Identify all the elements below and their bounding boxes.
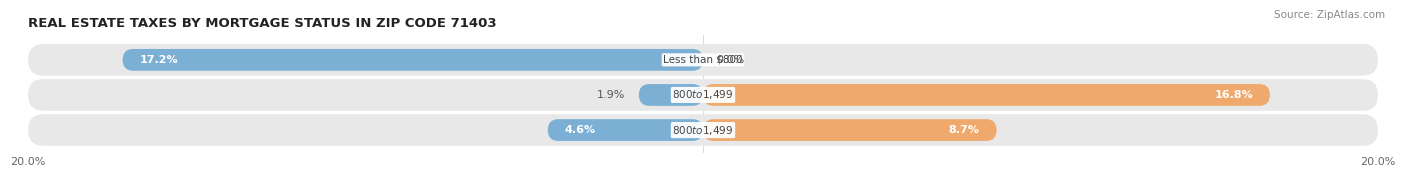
FancyBboxPatch shape [28,114,1378,146]
Text: Source: ZipAtlas.com: Source: ZipAtlas.com [1274,10,1385,20]
FancyBboxPatch shape [28,44,1378,76]
FancyBboxPatch shape [548,119,703,141]
Text: Less than $800: Less than $800 [664,55,742,65]
Text: $800 to $1,499: $800 to $1,499 [672,88,734,102]
Text: 0.0%: 0.0% [717,55,745,65]
FancyBboxPatch shape [28,79,1378,111]
Text: 17.2%: 17.2% [139,55,179,65]
FancyBboxPatch shape [703,84,1270,106]
Text: 8.7%: 8.7% [949,125,980,135]
FancyBboxPatch shape [703,119,997,141]
Text: 16.8%: 16.8% [1215,90,1253,100]
FancyBboxPatch shape [638,84,703,106]
Text: $800 to $1,499: $800 to $1,499 [672,123,734,137]
Text: REAL ESTATE TAXES BY MORTGAGE STATUS IN ZIP CODE 71403: REAL ESTATE TAXES BY MORTGAGE STATUS IN … [28,17,496,30]
Text: 1.9%: 1.9% [598,90,626,100]
FancyBboxPatch shape [122,49,703,71]
Text: 4.6%: 4.6% [565,125,596,135]
